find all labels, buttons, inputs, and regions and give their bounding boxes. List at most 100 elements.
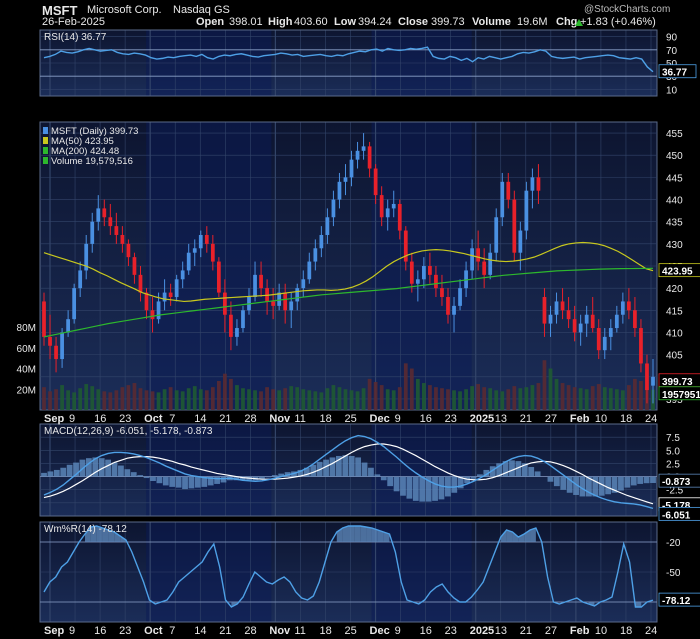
- candle-body: [428, 266, 432, 275]
- volume-bar: [530, 385, 535, 410]
- macd-histogram-bar: [477, 474, 483, 477]
- ma50-last-value-label: 423.95: [662, 267, 693, 278]
- candle-body: [198, 234, 203, 249]
- price-x-tick-label: Nov: [269, 413, 291, 425]
- macd-histogram-bar: [92, 457, 99, 477]
- macd-histogram-bar: [489, 466, 496, 477]
- candle-body: [403, 230, 408, 262]
- macd-line: [43, 434, 654, 510]
- macd-histogram-bar: [201, 476, 208, 487]
- candle-body: [271, 301, 276, 306]
- volume-bar: [241, 388, 245, 410]
- candle-body: [578, 323, 583, 333]
- macd-histogram-bar: [598, 476, 605, 496]
- volume-bar: [506, 389, 511, 410]
- volume-bar: [409, 368, 414, 410]
- bottom-x-tick-label: 21: [219, 625, 231, 637]
- candle-body: [48, 336, 52, 346]
- macd-histogram-bar: [509, 460, 515, 477]
- candle-body: [620, 301, 625, 315]
- candle-body: [446, 297, 450, 315]
- macd-histogram-bar: [605, 476, 612, 495]
- candle-body: [84, 243, 89, 271]
- macd-histogram-bar: [496, 463, 503, 477]
- candle-body: [379, 195, 384, 218]
- price-x-tick-label: Oct: [144, 413, 163, 425]
- candle-body: [126, 243, 131, 258]
- volume-bar: [421, 383, 426, 410]
- candle-body: [277, 292, 282, 306]
- williams-overbought-fill: [383, 532, 390, 542]
- bottom-x-tick-label: 9: [395, 625, 401, 637]
- volume-bar: [608, 388, 613, 410]
- williams-overbought-fill: [84, 527, 91, 542]
- candle-body: [458, 288, 462, 306]
- macd-histogram-bar: [124, 469, 131, 477]
- volume-bar: [560, 383, 565, 410]
- macd-histogram-bar: [137, 475, 144, 477]
- volume-bar: [271, 389, 276, 410]
- williams-overbought-fill: [360, 526, 367, 542]
- volume-bar: [512, 386, 517, 410]
- candle-body: [54, 345, 58, 360]
- macd-histogram-bar: [387, 476, 394, 487]
- price-x-tick-label: 11: [294, 413, 305, 425]
- volume-bar: [295, 387, 300, 410]
- bottom-x-tick-label: Dec: [370, 625, 390, 637]
- volume-bar: [319, 392, 324, 410]
- macd-histogram-bar: [41, 472, 47, 477]
- candle-body: [542, 297, 547, 324]
- volume-bar: [596, 384, 601, 410]
- candle-body: [349, 159, 354, 178]
- close-value: 399.73: [431, 16, 465, 28]
- volume-bar: [415, 378, 420, 410]
- candle-body: [60, 332, 64, 360]
- bottom-x-tick-label: 13: [495, 625, 507, 637]
- macd-histogram-bar: [335, 455, 342, 477]
- up-triangle-icon: [575, 19, 583, 26]
- macd-histogram-bar: [259, 476, 265, 479]
- macd-signal-last-label: -5.178: [662, 501, 691, 512]
- volume-bar: [54, 389, 58, 410]
- candle-body: [174, 279, 179, 298]
- price-x-tick-label: 16: [94, 413, 106, 425]
- macd-histogram-bar: [60, 467, 67, 477]
- price-y-tick-label: 430: [666, 240, 683, 251]
- candle-body: [108, 217, 113, 227]
- macd-y-tick-label: 2.5: [666, 459, 680, 470]
- candle-body: [572, 319, 577, 333]
- bottom-x-tick-label: 7: [169, 625, 175, 637]
- candle-body: [96, 208, 101, 222]
- volume-bar: [174, 390, 179, 410]
- macd-histogram-bar: [586, 476, 592, 497]
- rsi-y-tick-label: 10: [666, 85, 678, 96]
- candle-body: [289, 301, 294, 311]
- macd-histogram-bar: [400, 476, 406, 496]
- macd-histogram-bar: [579, 476, 586, 497]
- williams-last-value-label-box: [658, 592, 700, 607]
- candle-body: [548, 314, 553, 324]
- candle-body: [204, 234, 209, 244]
- macd-histogram-bar: [451, 476, 458, 493]
- candle-body: [241, 310, 245, 329]
- volume-bar: [367, 378, 372, 410]
- williams-overbought-fill: [342, 526, 349, 542]
- price-y-tick-label: 445: [666, 173, 683, 184]
- volume-bar: [283, 388, 288, 410]
- macd-histogram-bar: [207, 476, 214, 486]
- macd-histogram-bar: [182, 476, 188, 490]
- macd-histogram-bar: [483, 469, 490, 477]
- bottom-x-tick-label: 18: [319, 625, 331, 637]
- price-y-tick-label: 455: [666, 129, 683, 140]
- candle-body: [536, 177, 541, 191]
- williams-overbought-fill: [366, 527, 372, 542]
- volume-bar: [150, 391, 155, 410]
- credit-watermark: @StockCharts.com: [584, 4, 671, 15]
- volume-bar: [458, 391, 462, 410]
- candle-body: [132, 257, 137, 275]
- volume-bar: [536, 383, 541, 410]
- macd-histogram-bar: [412, 476, 419, 501]
- candle-body: [596, 328, 601, 351]
- candle-body: [120, 234, 125, 244]
